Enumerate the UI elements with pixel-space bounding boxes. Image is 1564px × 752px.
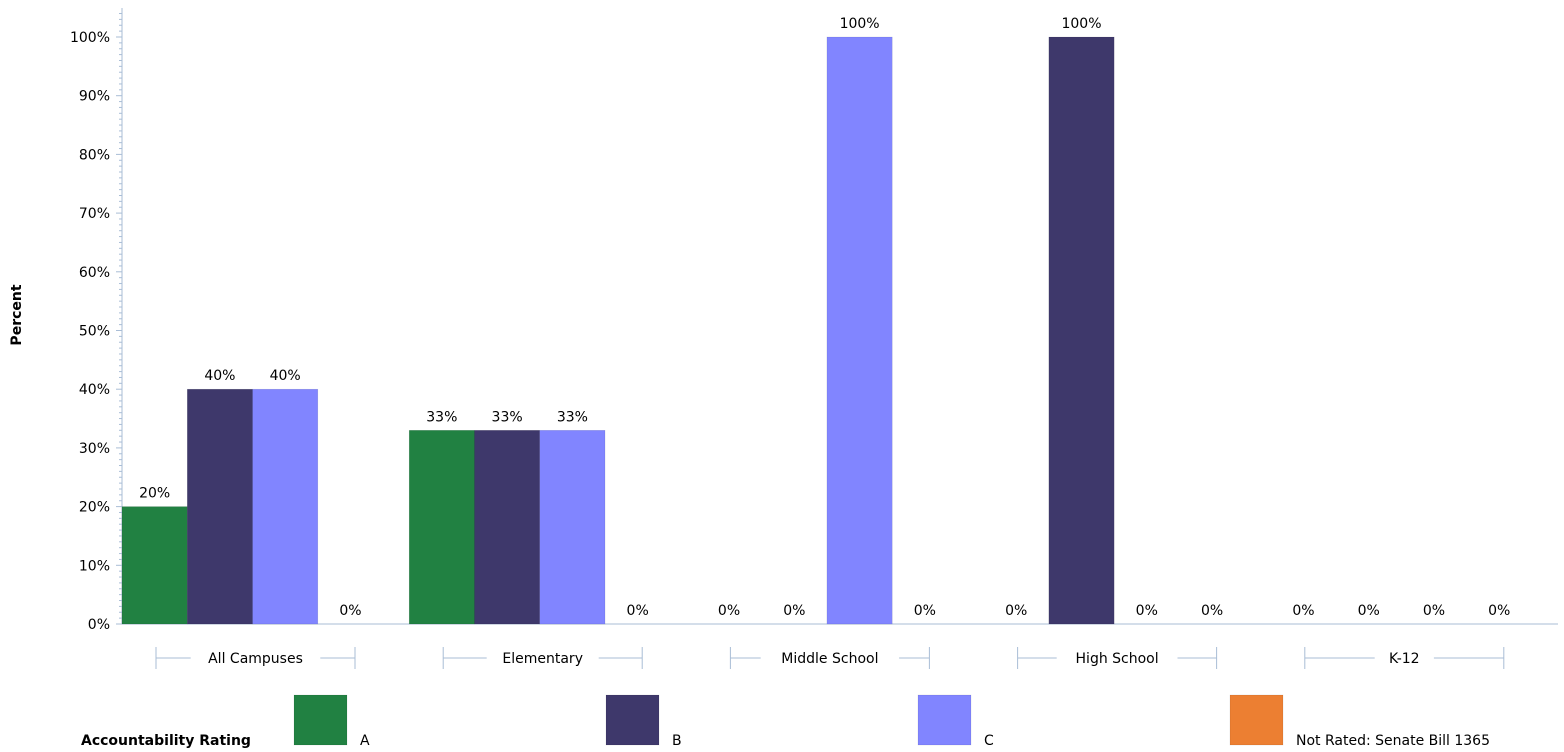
bar-value-label: 33% bbox=[426, 409, 457, 425]
x-tick-label: K-12 bbox=[1389, 651, 1420, 667]
legend-swatch bbox=[605, 694, 660, 746]
bar-value-label: 0% bbox=[914, 603, 936, 619]
y-tick-label: 0% bbox=[88, 617, 110, 633]
legend: Accountability Rating A B C Not Rated: Sena… bbox=[81, 694, 1490, 749]
bars bbox=[121, 36, 1115, 625]
x-tick-label: Elementary bbox=[502, 651, 583, 667]
y-tick-label: 80% bbox=[79, 147, 110, 163]
y-axis-title: Percent bbox=[9, 284, 25, 345]
category-labels: All Campuses Elementary Middle School High … bbox=[155, 647, 1505, 669]
bar-value-label: 0% bbox=[1292, 603, 1314, 619]
legend-title: Accountability Rating bbox=[81, 733, 251, 749]
legend-label: B bbox=[672, 733, 682, 749]
bar-value-label: 40% bbox=[270, 368, 301, 384]
bar-value-label: 0% bbox=[1136, 603, 1158, 619]
legend-label: Not Rated: Senate Bill 1365 bbox=[1296, 733, 1490, 749]
bar-a bbox=[121, 506, 188, 625]
bar-b bbox=[187, 388, 253, 625]
bar-value-label: 0% bbox=[718, 603, 740, 619]
y-tick-label: 40% bbox=[79, 382, 110, 398]
y-tick-label: 90% bbox=[79, 89, 110, 105]
y-tick-label: 100% bbox=[70, 30, 110, 46]
bar-b bbox=[474, 430, 540, 625]
bar-c bbox=[252, 388, 319, 625]
legend-swatch bbox=[293, 694, 348, 746]
bar-c bbox=[539, 430, 606, 625]
bar-value-label: 0% bbox=[783, 603, 805, 619]
y-tick-label: 10% bbox=[79, 558, 110, 574]
bar-value-label: 100% bbox=[1061, 16, 1101, 32]
y-tick-label: 30% bbox=[79, 441, 110, 457]
x-tick-label: All Campuses bbox=[208, 651, 303, 667]
y-axis: 0% 10% 20% 30% 40% 50% 60% 70% 80% 90% 100% bbox=[70, 8, 123, 633]
bar-value-label: 0% bbox=[339, 603, 361, 619]
bar-value-label: 100% bbox=[840, 16, 880, 32]
y-tick-label: 50% bbox=[79, 324, 110, 340]
bar-value-label: 33% bbox=[492, 409, 523, 425]
bar-value-label: 0% bbox=[627, 603, 649, 619]
bar-value-label: 0% bbox=[1005, 603, 1027, 619]
bar-value-label: 0% bbox=[1201, 603, 1223, 619]
bar-value-label: 40% bbox=[204, 368, 235, 384]
value-labels: 20% 40% 40% 0% 33% 33% 33% 0% 0% 0% 100% 0% 0% 100% 0%… bbox=[139, 16, 1510, 619]
legend-label: C bbox=[984, 733, 994, 749]
bar-value-label: 33% bbox=[557, 409, 588, 425]
x-tick-label: Middle School bbox=[781, 651, 878, 667]
bar-b bbox=[1048, 36, 1115, 625]
y-tick-label: 70% bbox=[79, 206, 110, 222]
x-tick-label: High School bbox=[1076, 651, 1159, 667]
bar-value-label: 0% bbox=[1358, 603, 1380, 619]
bar-value-label: 0% bbox=[1423, 603, 1445, 619]
bar-c bbox=[826, 36, 893, 625]
y-tick-label: 60% bbox=[79, 265, 110, 281]
legend-swatch bbox=[1229, 694, 1284, 746]
legend-label: A bbox=[360, 733, 370, 749]
y-tick-label: 20% bbox=[79, 500, 110, 516]
bar-value-label: 20% bbox=[139, 486, 170, 502]
legend-swatch bbox=[917, 694, 972, 746]
bar-value-label: 0% bbox=[1488, 603, 1510, 619]
bar-a bbox=[408, 430, 475, 625]
